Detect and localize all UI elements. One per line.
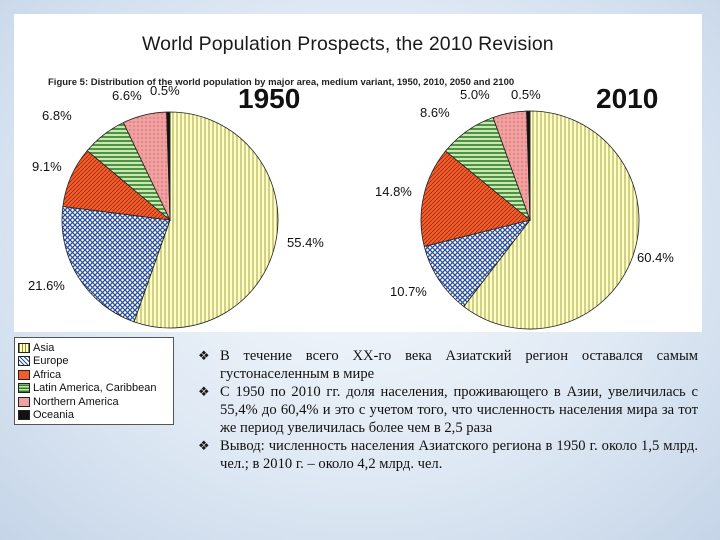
pie-1950-label-europe: 21.6% (28, 278, 65, 293)
legend-label-africa: Africa (33, 368, 62, 381)
legend-label-northern-america: Northern America (33, 395, 119, 408)
legend-label-europe: Europe (33, 355, 69, 368)
legend-swatch-europe (18, 356, 30, 367)
diamond-bullet-icon: ❖ (198, 348, 210, 363)
legend-item-africa: Africa (18, 368, 173, 382)
figure-title: World Population Prospects, the 2010 Rev… (142, 33, 554, 55)
pie-2010-label-europe: 10.7% (390, 284, 427, 299)
legend-label-latin-america: Latin America, Caribbean (33, 382, 157, 395)
pie-1950-label-asia: 55.4% (287, 235, 324, 250)
legend: Asia Europe Africa Latin America, Caribb… (14, 337, 174, 425)
pie-2010-slice-europe (423, 219, 532, 308)
pie-1950: 1950 55.4% 21.6% 9.1% 6.8% 6.6% 0.5% (28, 83, 324, 329)
legend-swatch-africa (18, 369, 30, 380)
pie-1950-slice-oceania (166, 111, 171, 221)
pie-2010-year-label: 2010 (596, 83, 658, 114)
legend-item-latin-america: Latin America, Caribbean (18, 382, 173, 396)
legend-swatch-asia (18, 342, 30, 353)
pie-2010-slice-africa (420, 150, 531, 247)
note-item: ❖ С 1950 по 2010 гг. доля населения, про… (198, 383, 698, 437)
pie-2010-label-asia: 60.4% (637, 250, 674, 265)
legend-item-oceania: Oceania (18, 409, 173, 423)
legend-item-europe: Europe (18, 355, 173, 369)
legend-label-asia: Asia (33, 341, 55, 354)
pie-2010-slice-asia (463, 110, 640, 330)
legend-swatch-oceania (18, 410, 30, 421)
pie-1950-slice-europe (61, 206, 171, 323)
note-text: Вывод: численность населения Азиатского … (220, 438, 698, 472)
pie-1950-label-latin-america: 6.8% (42, 108, 72, 123)
figure-caption: Figure 5: Distribution of the world popu… (48, 77, 515, 88)
pie-1950-year-label: 1950 (238, 83, 300, 114)
legend-swatch-latin-america (18, 383, 30, 394)
pie-1950-label-northern-america: 6.6% (112, 88, 142, 103)
pie-2010-label-latin-america: 8.6% (420, 105, 450, 120)
legend-item-asia: Asia (18, 341, 173, 355)
note-text: В течение всего XX-го века Азиатский рег… (220, 348, 698, 382)
legend-label-oceania: Oceania (33, 409, 74, 422)
diamond-bullet-icon: ❖ (198, 384, 210, 399)
pie-2010-slice-oceania (526, 110, 531, 221)
legend-item-northern-america: Northern America (18, 395, 173, 409)
pie-2010-label-northern-america: 5.0% (460, 87, 490, 102)
note-item: ❖ В течение всего XX-го века Азиатский р… (198, 347, 698, 383)
pie-1950-label-oceania: 0.5% (150, 83, 180, 98)
pie-2010: 2010 60.4% 10.7% 14.8% 8.6% 5.0% 0.5% (375, 83, 674, 330)
pie-2010-label-oceania: 0.5% (511, 87, 541, 102)
notes: ❖ В течение всего XX-го века Азиатский р… (198, 347, 698, 473)
note-text: С 1950 по 2010 гг. доля населения, прожи… (220, 384, 698, 436)
legend-swatch-northern-america (18, 396, 30, 407)
pie-1950-label-africa: 9.1% (32, 159, 62, 174)
diamond-bullet-icon: ❖ (198, 438, 210, 453)
note-item: ❖ Вывод: численность населения Азиатског… (198, 437, 698, 473)
pie-2010-label-africa: 14.8% (375, 184, 412, 199)
